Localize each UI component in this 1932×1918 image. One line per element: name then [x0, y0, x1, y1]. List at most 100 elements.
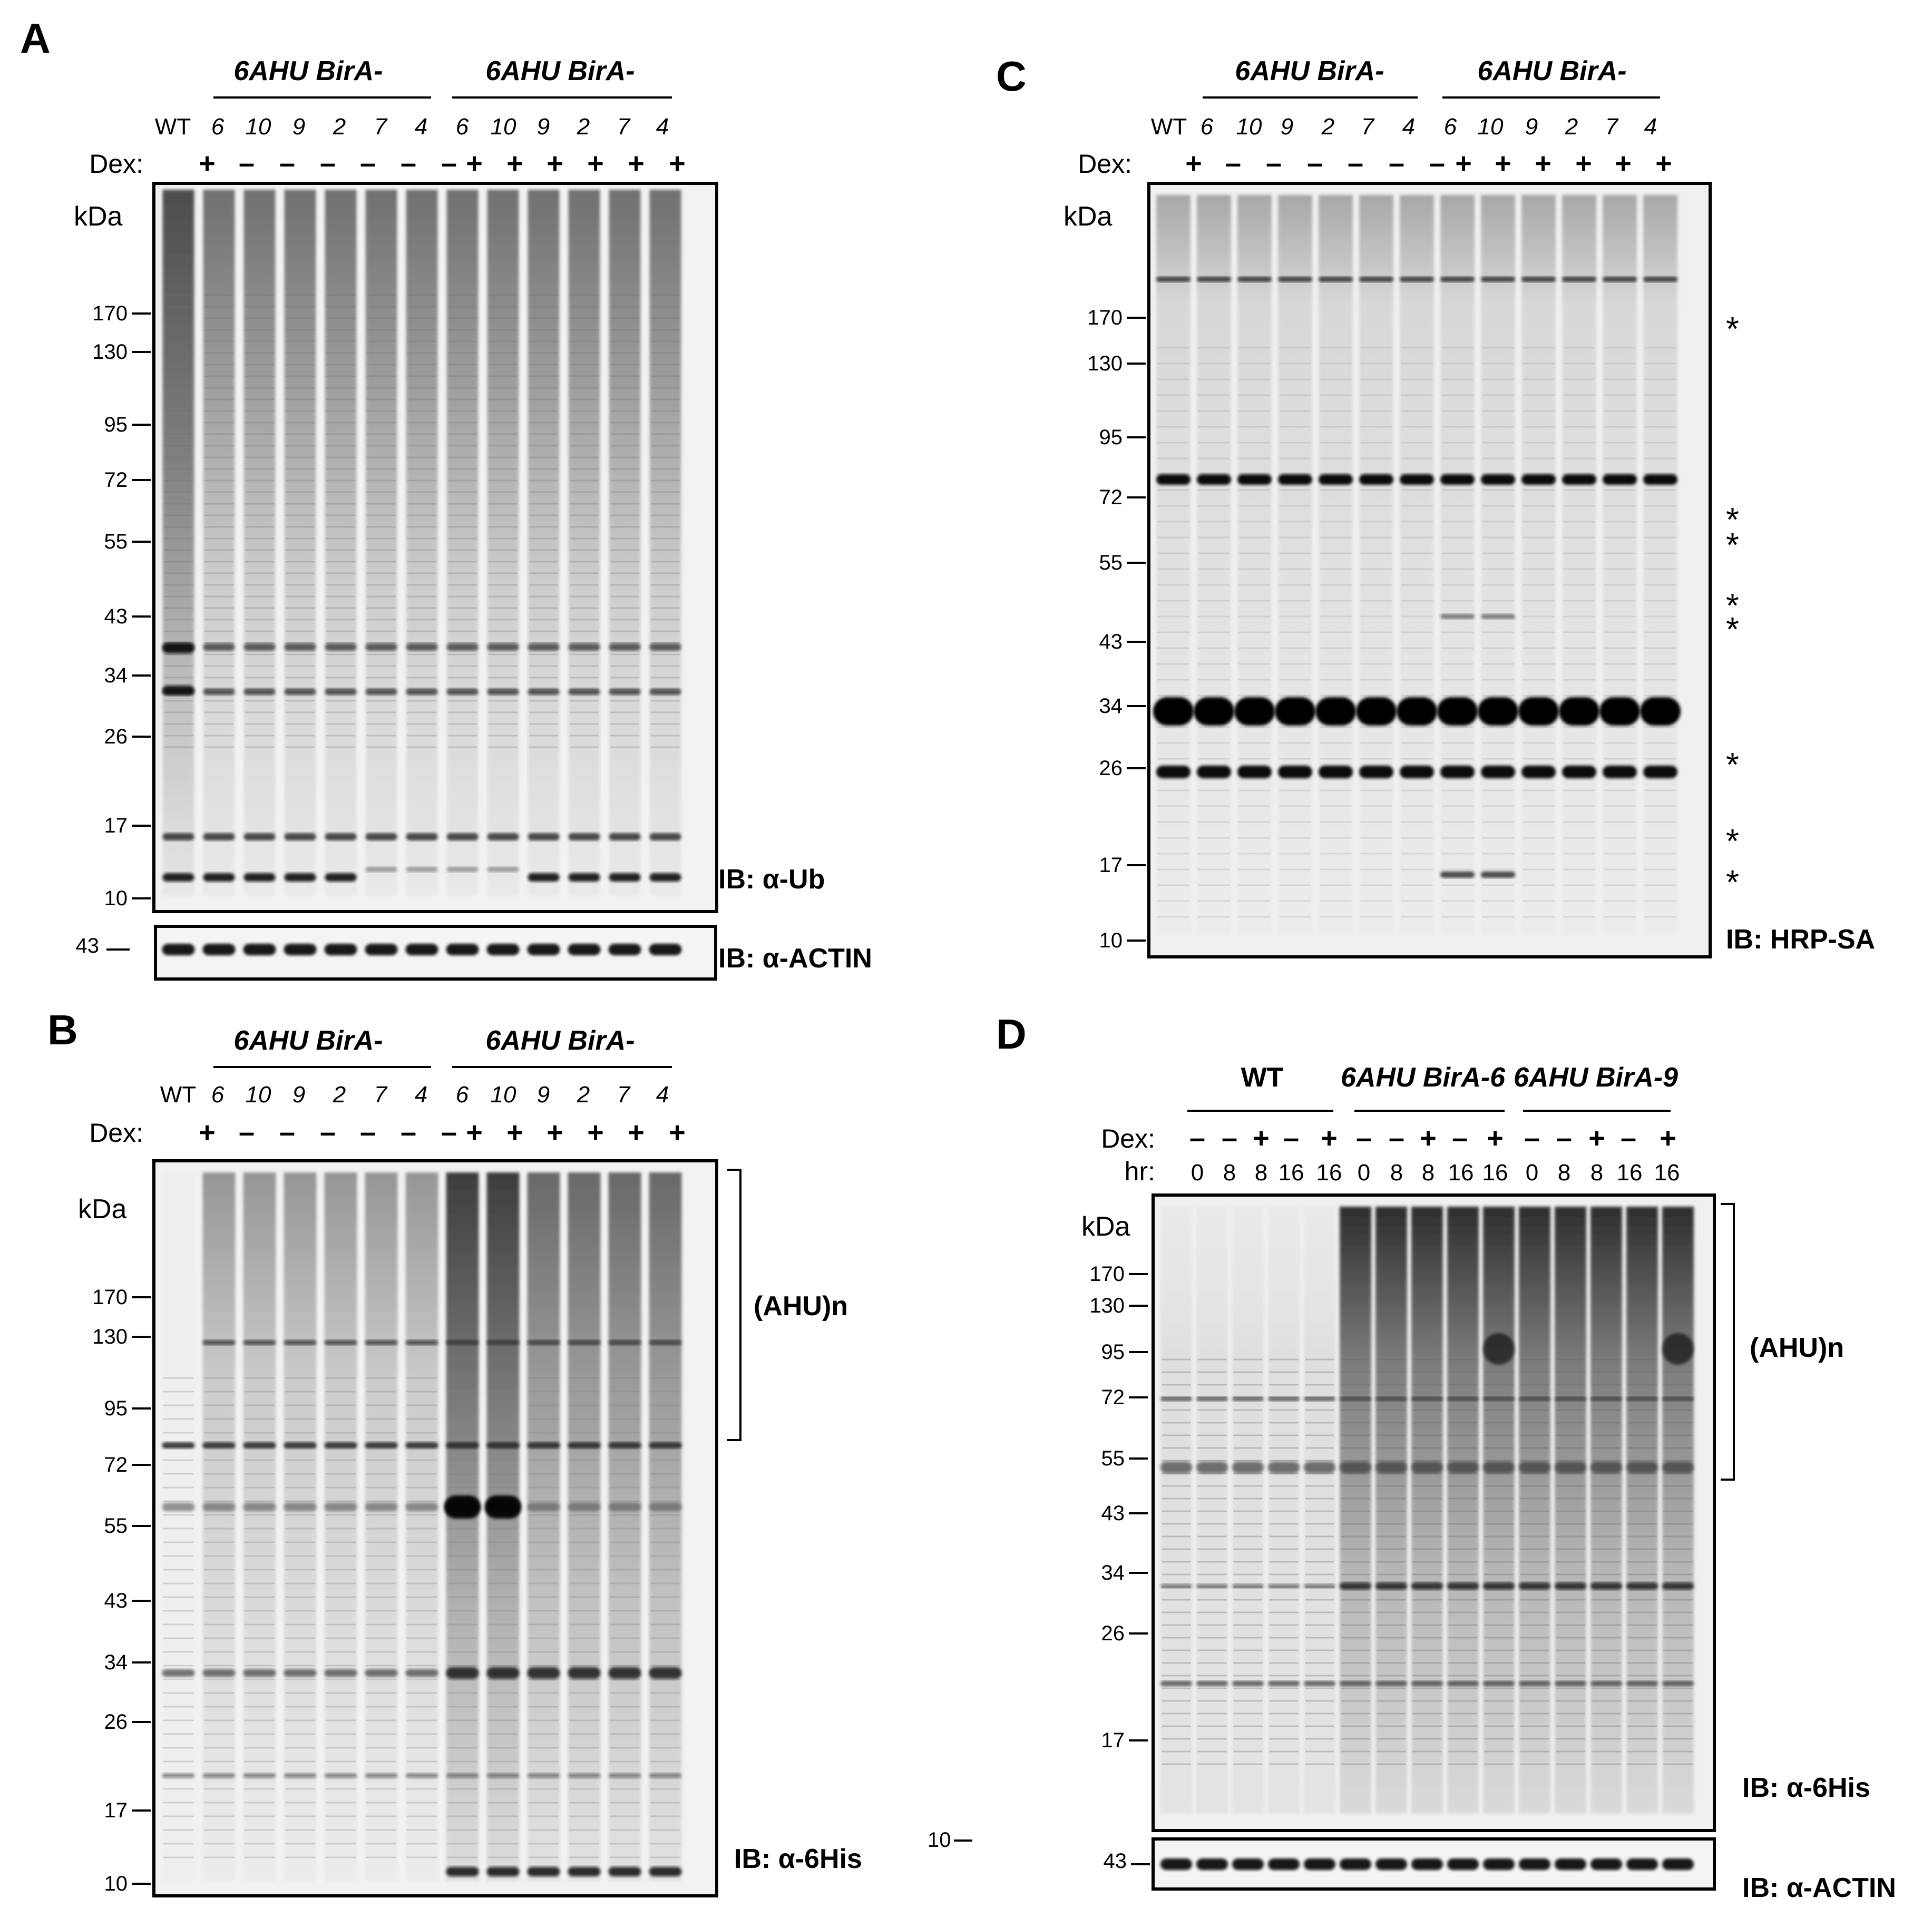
blot-band	[609, 1500, 640, 1502]
blot-band	[447, 1391, 478, 1393]
blot-band	[569, 1596, 600, 1598]
blot-band	[1233, 1447, 1263, 1449]
blot-band	[1627, 1624, 1657, 1626]
blot-band	[1482, 568, 1514, 570]
blot-band	[245, 340, 275, 342]
blot-band	[528, 1555, 559, 1557]
blot-band	[407, 619, 437, 621]
blot-band	[163, 1528, 194, 1530]
blot-band	[1401, 916, 1433, 918]
blot-band	[406, 1596, 437, 1598]
blot-band	[1197, 1460, 1227, 1462]
blot-band	[1440, 872, 1475, 878]
blot-band	[1162, 1409, 1191, 1411]
blot-band	[1604, 615, 1636, 618]
blot-band	[1162, 1624, 1191, 1626]
blot-band	[487, 643, 519, 651]
blot-band	[1484, 1523, 1514, 1525]
blot-band	[1523, 789, 1555, 791]
blot-band	[529, 514, 559, 516]
blot-band	[1360, 647, 1392, 649]
blot-band	[650, 1719, 681, 1721]
blot-band	[1360, 347, 1392, 349]
blot-band	[1523, 758, 1555, 760]
blot-band	[650, 1678, 681, 1680]
lane-label: 4	[1402, 114, 1415, 140]
blot-band	[1157, 426, 1189, 428]
blot-band	[1556, 1649, 1585, 1651]
blot-band	[1563, 900, 1595, 902]
blot-band	[1237, 766, 1272, 778]
blot-band	[1441, 552, 1474, 554]
blot-band	[650, 1665, 681, 1667]
blot-band	[406, 1733, 437, 1735]
panel-letter-a: A	[20, 15, 51, 62]
blot-band	[1563, 394, 1595, 396]
mw-marker-label: 170	[92, 302, 128, 325]
blot-band	[203, 1514, 235, 1516]
blot-band	[284, 1773, 317, 1778]
blot-band	[366, 433, 396, 435]
blot-band	[1401, 347, 1433, 349]
blot-band	[163, 746, 193, 748]
mw-marker-label: 55	[1101, 1447, 1125, 1470]
blot-band	[1627, 1485, 1657, 1487]
blot-band	[406, 1486, 437, 1489]
actin-band	[649, 944, 682, 955]
blot-band	[1481, 614, 1515, 619]
blot-band	[245, 433, 275, 435]
blot-band	[569, 1391, 600, 1393]
blot-band	[365, 689, 397, 695]
blot-band	[1523, 868, 1555, 870]
blot-band	[1523, 900, 1555, 902]
blot-band	[1556, 1750, 1585, 1753]
blot-band	[1194, 697, 1234, 726]
blot-band	[650, 1651, 681, 1653]
actin-band	[1662, 1858, 1694, 1870]
blot-band	[1484, 1447, 1514, 1449]
lane-label: 10	[491, 114, 516, 140]
blot-band	[204, 364, 234, 366]
blot-band	[650, 549, 680, 551]
blot-band	[650, 584, 680, 586]
blot-band	[407, 398, 437, 400]
blot-band	[1520, 1409, 1549, 1411]
blot-band	[484, 1495, 522, 1519]
mw-marker-label: 170	[1089, 1263, 1125, 1286]
blot-band	[569, 746, 599, 748]
blot-band	[569, 340, 599, 342]
blot-band	[1360, 884, 1392, 886]
blot-band	[569, 433, 599, 435]
blot-lane	[365, 190, 397, 896]
blot-band	[447, 1404, 478, 1406]
blot-band	[529, 677, 559, 679]
blot-lane	[1518, 195, 1559, 935]
blot-band	[569, 561, 599, 563]
blot-band	[1663, 1599, 1693, 1601]
hr-value: 16	[1482, 1160, 1508, 1186]
blot-band	[203, 1719, 235, 1721]
blot-band	[488, 630, 518, 632]
blot-band	[407, 294, 437, 296]
blot-band	[244, 1637, 275, 1639]
blot-band	[1627, 1649, 1657, 1651]
blot-band	[650, 1610, 681, 1612]
blot-band	[447, 619, 477, 621]
blot-band	[569, 352, 599, 354]
blot-band	[1304, 1584, 1335, 1588]
actin-band	[162, 944, 195, 955]
blot-band	[1401, 489, 1433, 491]
blot-lane	[405, 1172, 438, 1881]
blot-band	[528, 1391, 559, 1393]
blot-band	[244, 1596, 275, 1598]
blot-band	[447, 1719, 478, 1721]
blot-band	[245, 642, 275, 644]
blot-band	[1341, 1738, 1370, 1740]
blot-lane	[202, 1172, 236, 1881]
blot-band	[244, 1733, 275, 1735]
blot-band	[1305, 1738, 1334, 1740]
blot-band	[204, 398, 234, 400]
blot-band	[1305, 1687, 1334, 1689]
blot-band	[285, 364, 315, 366]
blot-band	[609, 1802, 640, 1804]
